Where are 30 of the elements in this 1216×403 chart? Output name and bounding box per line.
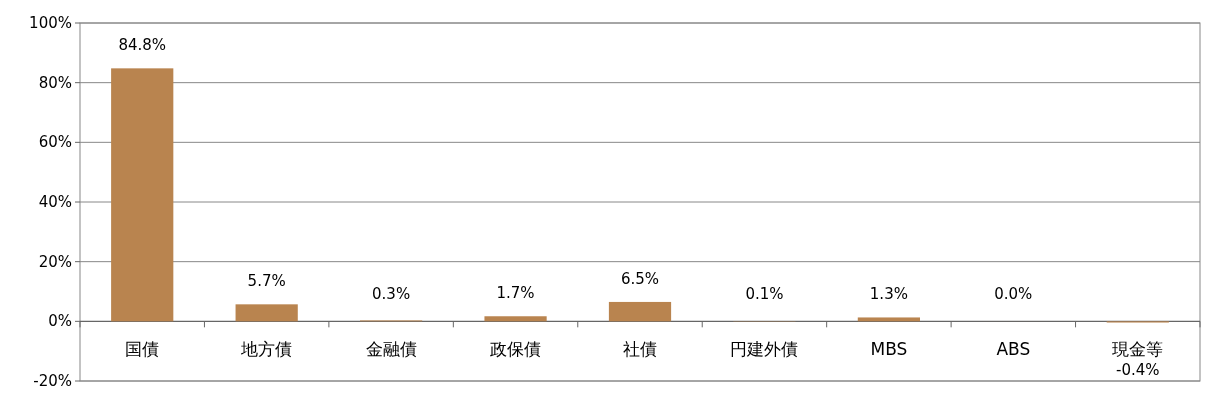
data-label: 1.7%	[496, 284, 535, 303]
bar	[857, 317, 920, 322]
x-tick-label: 現金等	[1112, 339, 1164, 360]
x-tick-label: 国債	[125, 339, 160, 360]
x-tick-label: 円建外債	[730, 339, 799, 360]
x-tick-label: 地方債	[240, 339, 293, 360]
bar	[235, 304, 298, 322]
data-label: 1.3%	[869, 285, 908, 304]
x-tick-label: 社債	[623, 339, 657, 360]
data-label: 0.3%	[372, 285, 411, 304]
bar	[484, 316, 547, 322]
data-label: 0.1%	[745, 285, 784, 304]
y-tick-label: 80%	[38, 73, 72, 92]
y-tick-label: 20%	[38, 252, 72, 271]
x-tick-label: MBS	[870, 339, 908, 360]
y-tick-label: 60%	[38, 133, 72, 152]
data-label: 0.0%	[994, 285, 1033, 304]
y-tick-label: 100%	[29, 14, 72, 32]
y-tick-label: 0%	[48, 312, 72, 331]
x-tick-label: 金融債	[365, 339, 417, 360]
data-label: 6.5%	[620, 269, 660, 288]
x-tick-label: 政保債	[490, 339, 542, 360]
data-label: -0.4%	[1116, 360, 1160, 379]
data-label: 5.7%	[247, 272, 286, 291]
x-tick-label: ABS	[996, 339, 1031, 360]
bar	[608, 301, 672, 322]
y-tick-label: 40%	[38, 193, 72, 211]
bar	[111, 68, 174, 322]
y-tick-label: -20%	[33, 372, 72, 390]
data-label: 84.8%	[118, 36, 167, 55]
